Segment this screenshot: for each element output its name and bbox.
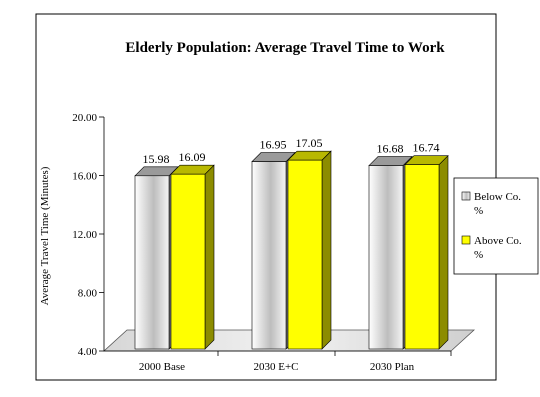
data-label: 15.98 xyxy=(143,152,170,166)
data-label: 16.95 xyxy=(260,138,287,152)
y-tick-label: 12.00 xyxy=(72,229,97,241)
data-label: 16.68 xyxy=(377,142,404,156)
bar-above-2030-plan xyxy=(404,154,449,350)
y-tick: 16.00 xyxy=(72,171,104,183)
y-tick-label: 8.00 xyxy=(78,288,98,300)
legend-label: % xyxy=(474,205,483,217)
legend-item-below: Below Co. % xyxy=(461,191,521,217)
legend: Below Co. % Above Co. % xyxy=(453,177,539,275)
y-tick: 8.00 xyxy=(78,288,104,300)
bar-above-2030-ec xyxy=(287,150,332,350)
legend-label: % xyxy=(474,249,483,261)
chart-title: Elderly Population: Average Travel Time … xyxy=(125,40,445,56)
data-label: 17.05 xyxy=(296,136,323,150)
legend-label: Below Co. xyxy=(474,191,521,203)
legend-item-above: Above Co. % xyxy=(461,235,522,261)
bar-above-2000-base xyxy=(170,164,215,350)
data-label: 16.09 xyxy=(179,150,206,164)
y-tick: 20.00 xyxy=(72,112,104,124)
y-tick-label: 20.00 xyxy=(72,112,97,124)
legend-swatch xyxy=(461,191,471,201)
y-tick: 12.00 xyxy=(72,229,104,241)
legend-label: Above Co. xyxy=(474,235,522,247)
y-tick: 4.00 xyxy=(78,346,104,358)
legend-swatch xyxy=(461,235,471,245)
y-tick-label: 4.00 xyxy=(78,346,98,358)
data-label: 16.74 xyxy=(413,141,440,155)
category-label: 2030 E+C xyxy=(253,361,298,373)
category-label: 2030 Plan xyxy=(370,361,415,373)
y-tick-label: 16.00 xyxy=(72,171,97,183)
y-axis-label: Average Travel Time (Minutes) xyxy=(39,166,51,305)
category-label: 2000 Base xyxy=(139,361,185,373)
